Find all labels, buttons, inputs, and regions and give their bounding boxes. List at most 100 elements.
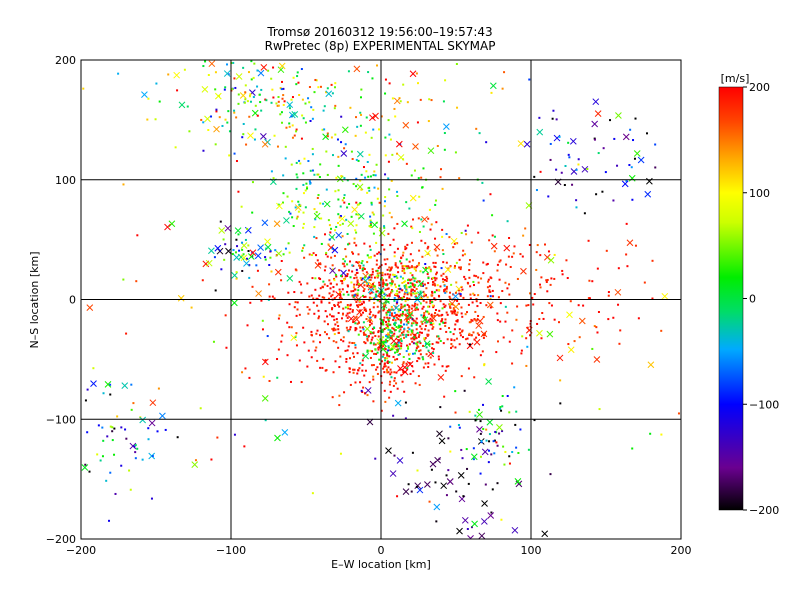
data-point-dot — [475, 275, 478, 278]
data-point-dot — [338, 296, 341, 299]
data-point-dot — [335, 341, 338, 344]
data-point-dot — [361, 326, 364, 329]
data-point-dot — [394, 343, 397, 346]
data-point-dot — [370, 203, 373, 206]
data-point-dot — [312, 301, 315, 304]
data-point-dot — [415, 347, 418, 350]
data-point-dot — [303, 341, 306, 344]
data-point-dot — [548, 302, 551, 305]
data-point-x-marker — [164, 223, 171, 231]
data-point-x-marker — [331, 246, 339, 254]
data-point-dot — [387, 371, 390, 374]
data-point-dot — [427, 267, 430, 270]
data-point-dot — [360, 262, 363, 265]
data-point-dot — [431, 277, 434, 280]
data-point-dot — [402, 251, 405, 254]
data-point-dot — [427, 305, 430, 308]
data-point-dot — [369, 316, 372, 319]
data-point-dot — [241, 136, 244, 139]
data-point-dot — [355, 276, 358, 279]
data-point-dot — [355, 231, 358, 234]
data-point-dot — [384, 273, 387, 276]
data-point-dot — [370, 364, 373, 367]
data-point-dot — [460, 306, 463, 309]
data-point-dot — [402, 83, 405, 86]
data-point-dot — [134, 444, 137, 447]
data-point-dot — [433, 282, 436, 285]
data-point-dot — [242, 122, 245, 125]
data-point-dot — [376, 299, 379, 302]
data-point-dot — [295, 173, 298, 176]
data-point-dot — [328, 301, 331, 304]
data-point-dot — [319, 287, 322, 290]
data-point-dot — [245, 257, 248, 260]
data-point-dot — [357, 159, 360, 162]
data-point-dot — [405, 258, 408, 261]
data-point-dot — [417, 335, 420, 338]
data-point-dot — [370, 201, 373, 204]
data-point-dot — [410, 225, 413, 228]
data-point-dot — [402, 371, 405, 374]
data-point-dot — [394, 345, 397, 348]
data-point-dot — [463, 389, 466, 392]
data-point-dot — [377, 251, 380, 254]
data-point-dot — [276, 376, 279, 379]
data-point-dot — [399, 334, 402, 337]
data-point-dot — [367, 335, 370, 338]
data-point-dot — [350, 281, 353, 284]
data-point-x-marker — [452, 303, 460, 311]
data-point-dot — [456, 311, 459, 314]
data-point-dot — [120, 426, 123, 429]
data-point-dot — [442, 280, 445, 283]
data-point-x-marker — [261, 358, 269, 366]
data-point-x-marker — [486, 301, 494, 309]
colorbar-tick-label: −100 — [749, 398, 779, 411]
data-point-dot — [420, 331, 423, 334]
data-point-dot — [296, 75, 299, 78]
data-point-dot — [477, 281, 480, 284]
data-point-dot — [302, 222, 305, 225]
data-point-dot — [348, 341, 351, 344]
data-point-dot — [424, 266, 427, 269]
data-point-dot — [329, 313, 332, 316]
data-point-dot — [359, 179, 362, 182]
data-point-dot — [443, 321, 446, 324]
data-point-x-marker — [440, 482, 448, 490]
data-point-dot — [332, 371, 335, 374]
data-point-dot — [307, 97, 310, 100]
data-point-dot — [332, 286, 335, 289]
data-point-dot — [256, 85, 259, 88]
data-point-dot — [134, 451, 137, 454]
data-point-dot — [407, 334, 410, 337]
data-point-dot — [310, 330, 313, 333]
data-point-dot — [420, 239, 423, 242]
data-point-dot — [381, 360, 384, 363]
data-point-x-marker — [646, 177, 653, 185]
data-point-dot — [221, 124, 224, 127]
data-point-dot — [503, 71, 506, 74]
data-point-dot — [396, 387, 399, 390]
data-point-dot — [416, 121, 419, 124]
data-point-x-marker — [592, 98, 600, 106]
data-point-dot — [468, 263, 471, 266]
data-point-dot — [474, 319, 477, 322]
data-point-dot — [331, 268, 334, 271]
data-point-dot — [533, 419, 536, 422]
data-point-dot — [520, 349, 523, 352]
data-point-dot — [224, 118, 227, 121]
data-point-dot — [220, 268, 223, 271]
data-point-dot — [106, 435, 109, 438]
data-point-dot — [409, 253, 412, 256]
data-point-x-marker — [427, 147, 435, 155]
data-point-dot — [271, 88, 274, 91]
data-point-dot — [424, 242, 427, 245]
data-point-dot — [281, 201, 284, 204]
data-point-dot — [474, 419, 477, 422]
data-point-dot — [319, 341, 322, 344]
data-point-dot — [339, 224, 342, 227]
data-point-dot — [424, 324, 427, 327]
x-tick-label: 0 — [378, 544, 385, 557]
data-point-dot — [408, 305, 411, 308]
data-point-x-marker — [177, 294, 185, 302]
data-point-dot — [319, 263, 322, 266]
